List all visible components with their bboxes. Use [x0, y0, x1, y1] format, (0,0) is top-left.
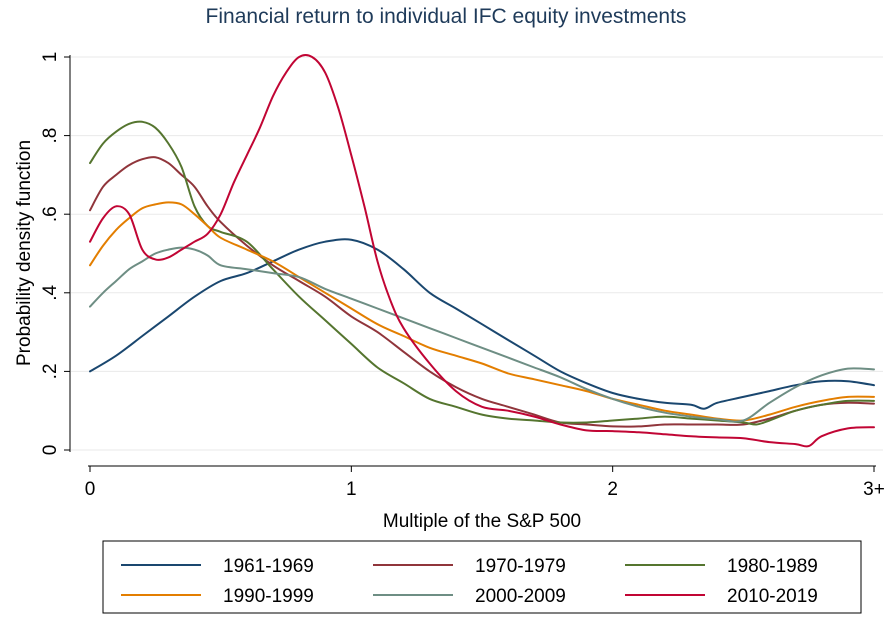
series-line-1970-1979	[89, 156, 875, 428]
y-tick-label-2: .4	[40, 284, 61, 300]
legend-box	[102, 540, 862, 614]
chart-title: Financial return to individual IFC equit…	[206, 5, 687, 28]
y-axis-title: Probability density function	[14, 140, 35, 366]
series-line-2010-2019	[89, 54, 875, 448]
series-line-1980-1989	[89, 120, 875, 426]
x-tick-label-1: 1	[346, 479, 357, 500]
y-tick-label-5: 1	[40, 52, 61, 63]
gridlines	[71, 56, 883, 451]
series-line-2000-2009	[89, 246, 875, 423]
series-line-1961-1969	[89, 238, 875, 410]
y-tick-label-3: .6	[40, 206, 61, 222]
legend-label-1980-1989: 1980-1989	[727, 556, 818, 577]
x-tick-label-3: 3+	[863, 479, 885, 500]
legend-label-1970-1979: 1970-1979	[475, 556, 566, 577]
y-tick-label-4: .8	[40, 128, 61, 144]
series-layer	[89, 54, 875, 448]
x-axis-title: Multiple of the S&P 500	[383, 511, 581, 532]
y-tick-label-0: 0	[40, 445, 61, 456]
legend: 1961-1969 1970-1979 1980-1989 1990-1999 2000…	[102, 540, 862, 614]
legend-label-1961-1969: 1961-1969	[223, 556, 314, 577]
axes-layer: 0 .2 .4 .6 .8 1 0 1 2 3+	[40, 52, 885, 500]
y-tick-label-1: .2	[40, 363, 61, 379]
legend-label-2000-2009: 2000-2009	[475, 586, 566, 607]
x-tick-label-2: 2	[607, 479, 618, 500]
legend-label-1990-1999: 1990-1999	[223, 586, 314, 607]
legend-label-2010-2019: 2010-2019	[727, 586, 818, 607]
x-tick-label-0: 0	[85, 479, 96, 500]
